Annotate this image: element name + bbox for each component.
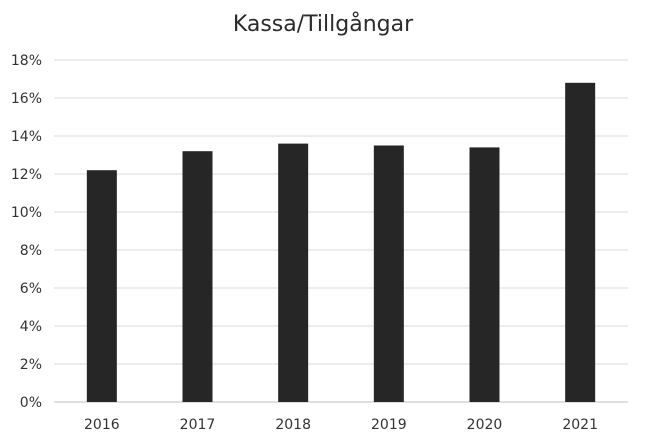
y-tick-label: 12% [11,167,42,183]
bar-2017 [182,151,213,402]
x-tick-label: 2020 [467,417,503,433]
x-axis-ticks: 2016 2017 2018 2019 2020 2021 [84,417,598,433]
bar-2019 [373,145,404,402]
y-tick-label: 18% [11,53,42,69]
x-tick-label: 2018 [275,417,311,433]
y-tick-label: 16% [11,91,42,107]
y-tick-label: 10% [11,205,42,221]
bar-2021 [565,82,596,403]
y-axis-ticks: 0% 2% 4% 6% 8% 10% 12% 14% 16% 18% [11,53,42,411]
bar-2016 [86,170,117,402]
bars [86,82,596,403]
y-tick-label: 6% [20,281,42,297]
x-tick-label: 2016 [84,417,120,433]
chart-title: Kassa/Tillgångar [232,12,414,37]
y-tick-label: 14% [11,129,42,145]
bar-2018 [278,143,309,402]
bar-2020 [469,147,500,402]
x-tick-label: 2021 [562,417,598,433]
x-tick-label: 2017 [180,417,216,433]
y-tick-label: 4% [20,319,42,335]
y-tick-label: 8% [20,243,42,259]
gridlines [54,59,628,403]
y-tick-label: 0% [20,395,42,411]
x-tick-label: 2019 [371,417,407,433]
y-tick-label: 2% [20,357,42,373]
